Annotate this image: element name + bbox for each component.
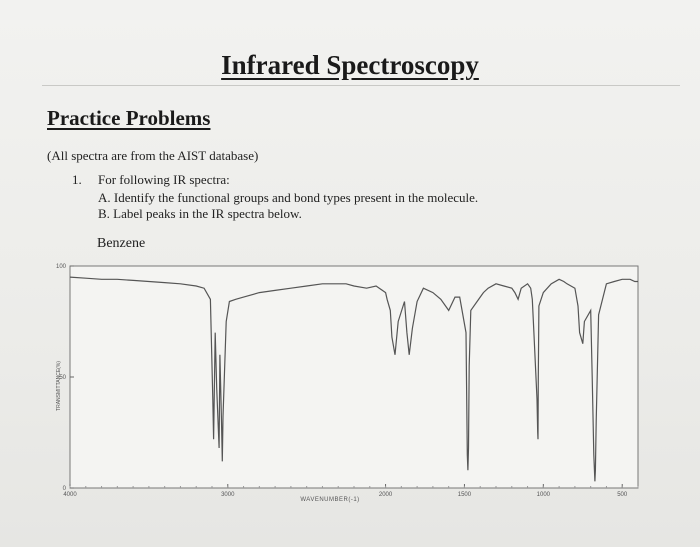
section-heading: Practice Problems xyxy=(47,106,211,130)
problem-part-b: B. Label peaks in the IR spectra below. xyxy=(98,206,302,221)
x-tick-label: 4000 xyxy=(63,492,77,498)
x-tick-label: 3000 xyxy=(221,492,235,498)
x-tick-label: 1000 xyxy=(537,492,551,498)
title-divider xyxy=(42,85,680,86)
y-axis-label: TRANSMITTANCE(%) xyxy=(56,361,62,411)
y-tick-label: 0 xyxy=(63,486,67,492)
x-tick-label: 1500 xyxy=(458,492,472,498)
x-axis-ticks: 4000 3000 2000 1500 1000 500 xyxy=(63,484,639,498)
problem-number: 1. xyxy=(72,172,82,187)
x-axis-label: WAVENUMBER(-1) xyxy=(300,497,359,503)
plot-frame xyxy=(69,265,639,489)
document-title: Infrared Spectroscopy xyxy=(221,50,479,80)
y-axis-ticks: 100 50 0 xyxy=(56,264,74,492)
source-note: (All spectra are from the AIST database) xyxy=(47,148,259,163)
x-tick-label: 500 xyxy=(617,492,628,498)
compound-name: Benzene xyxy=(97,236,146,251)
y-tick-label: 100 xyxy=(56,264,67,270)
spectrum-trace xyxy=(69,276,638,482)
x-tick-label: 2000 xyxy=(379,492,393,498)
y-tick-label: 50 xyxy=(59,375,66,381)
problem-prompt: For following IR spectra: xyxy=(98,172,230,187)
problem-part-a: A. Identify the functional groups and bo… xyxy=(98,190,479,205)
